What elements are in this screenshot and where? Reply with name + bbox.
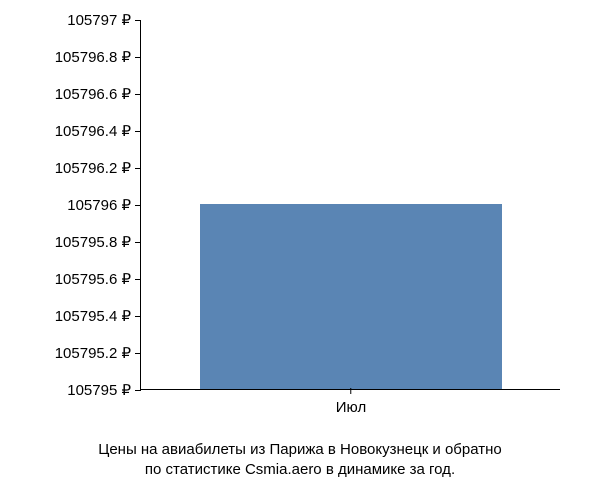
y-tick-label: 105796.2 ₽ bbox=[55, 159, 141, 177]
x-tick-mark bbox=[351, 388, 352, 394]
y-tick-mark bbox=[135, 94, 141, 95]
plot-area: 105795 ₽105795.2 ₽105795.4 ₽105795.6 ₽10… bbox=[140, 20, 560, 390]
price-chart: 105795 ₽ 105795.2 ₽ 105795.4 ₽ 105795.6 ₽ 10… bbox=[0, 0, 600, 500]
y-tick-label: 105795.2 ₽ bbox=[55, 344, 141, 362]
bar bbox=[200, 204, 502, 389]
y-tick-label: 105796 ₽ bbox=[67, 196, 141, 214]
y-tick-mark bbox=[135, 57, 141, 58]
y-tick-mark bbox=[135, 242, 141, 243]
y-tick-mark bbox=[135, 168, 141, 169]
y-tick-label: 105795.4 ₽ bbox=[55, 307, 141, 325]
caption-line-2: по статистике Csmia.aero в динамике за г… bbox=[145, 461, 455, 478]
caption-line-1: Цены на авиабилеты из Парижа в Новокузне… bbox=[98, 441, 502, 458]
x-tick-label: Июл bbox=[336, 389, 366, 416]
y-tick-label: 105797 ₽ bbox=[67, 11, 141, 29]
y-tick-mark bbox=[135, 316, 141, 317]
y-tick-label: 105795.6 ₽ bbox=[55, 270, 141, 288]
y-tick-mark bbox=[135, 390, 141, 391]
y-tick-label: 105796.4 ₽ bbox=[55, 122, 141, 140]
chart-caption: Цены на авиабилеты из Парижа в Новокузне… bbox=[0, 440, 600, 481]
y-tick-label: 105796.6 ₽ bbox=[55, 85, 141, 103]
y-tick-mark bbox=[135, 279, 141, 280]
y-tick-mark bbox=[135, 131, 141, 132]
y-tick-label: 105795 ₽ bbox=[67, 381, 141, 399]
y-tick-mark bbox=[135, 205, 141, 206]
y-tick-label: 105796.8 ₽ bbox=[55, 48, 141, 66]
y-tick-mark bbox=[135, 20, 141, 21]
y-tick-label: 105795.8 ₽ bbox=[55, 233, 141, 251]
y-tick-mark bbox=[135, 353, 141, 354]
